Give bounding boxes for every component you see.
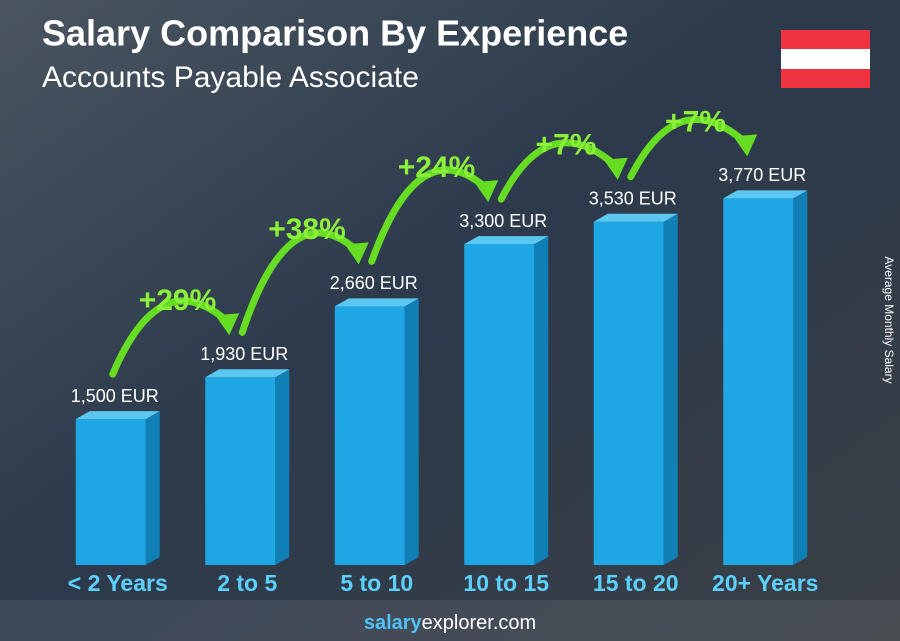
change-arrow: [497, 139, 620, 203]
source-domain: explorer.com: [422, 612, 537, 634]
bar-top: [464, 236, 549, 245]
flag-stripe: [781, 30, 870, 49]
change-arrowhead: [733, 134, 758, 157]
change-label: +7%: [536, 129, 597, 162]
x-tick-label: < 2 Years: [68, 570, 168, 596]
value-label: 2,660 EUR: [330, 273, 418, 293]
value-label: 1,500 EUR: [71, 386, 159, 406]
change-label: +29%: [139, 284, 217, 317]
value-label: 3,530 EUR: [589, 188, 677, 208]
value-label: 3,770 EUR: [718, 165, 806, 185]
x-tick-label: 5 to 10: [340, 570, 413, 596]
change-arrowhead: [215, 313, 240, 336]
bar: [334, 306, 405, 565]
change-arrow: [368, 166, 490, 265]
bar: [723, 198, 794, 565]
bar-group: [723, 190, 808, 565]
bar-top: [205, 369, 290, 378]
y-axis-label: Average Monthly Salary: [882, 256, 896, 383]
bar: [205, 377, 276, 565]
change-arrowhead: [603, 157, 628, 180]
change-arrowhead: [474, 180, 499, 203]
bar-top: [334, 298, 419, 307]
bar-side: [404, 298, 419, 565]
change-label: +24%: [398, 151, 476, 184]
change-arrow: [109, 297, 231, 378]
change-arrow: [627, 116, 749, 181]
x-tick-label: 10 to 15: [463, 570, 549, 596]
bar-top: [75, 411, 160, 420]
footer-band: [0, 600, 900, 641]
flag: [781, 30, 870, 88]
source-brand: salary: [364, 612, 423, 634]
value-label: 1,930 EUR: [200, 344, 288, 364]
x-tick-label: 15 to 20: [593, 570, 679, 596]
value-label: 3,300 EUR: [459, 211, 547, 231]
bar-side: [275, 369, 290, 565]
bar-top: [723, 190, 808, 199]
bar-group: [205, 369, 290, 565]
chart-title: Salary Comparison By Experience: [42, 13, 628, 54]
change-arrowhead: [344, 242, 369, 265]
bar: [75, 419, 146, 565]
bar-group: [75, 411, 160, 565]
bar-group: [334, 298, 419, 565]
bar-group: [593, 213, 678, 565]
bar-side: [793, 190, 808, 565]
x-tick-label: 20+ Years: [712, 570, 818, 596]
source: salaryexplorer.com: [364, 612, 536, 634]
chart-subtitle: Accounts Payable Associate: [42, 61, 419, 94]
change-arrow: [238, 229, 361, 336]
change-label: +38%: [268, 213, 346, 246]
bar-side: [663, 213, 678, 565]
bar: [464, 244, 535, 565]
bar-group: [464, 236, 549, 565]
change-label: +7%: [665, 105, 726, 138]
bar-side: [145, 411, 160, 565]
x-tick-label: 2 to 5: [217, 570, 277, 596]
bar-top: [593, 213, 678, 222]
flag-stripe: [781, 49, 870, 69]
bar-side: [534, 236, 549, 565]
flag-stripe: [781, 69, 870, 88]
bar: [593, 221, 664, 565]
